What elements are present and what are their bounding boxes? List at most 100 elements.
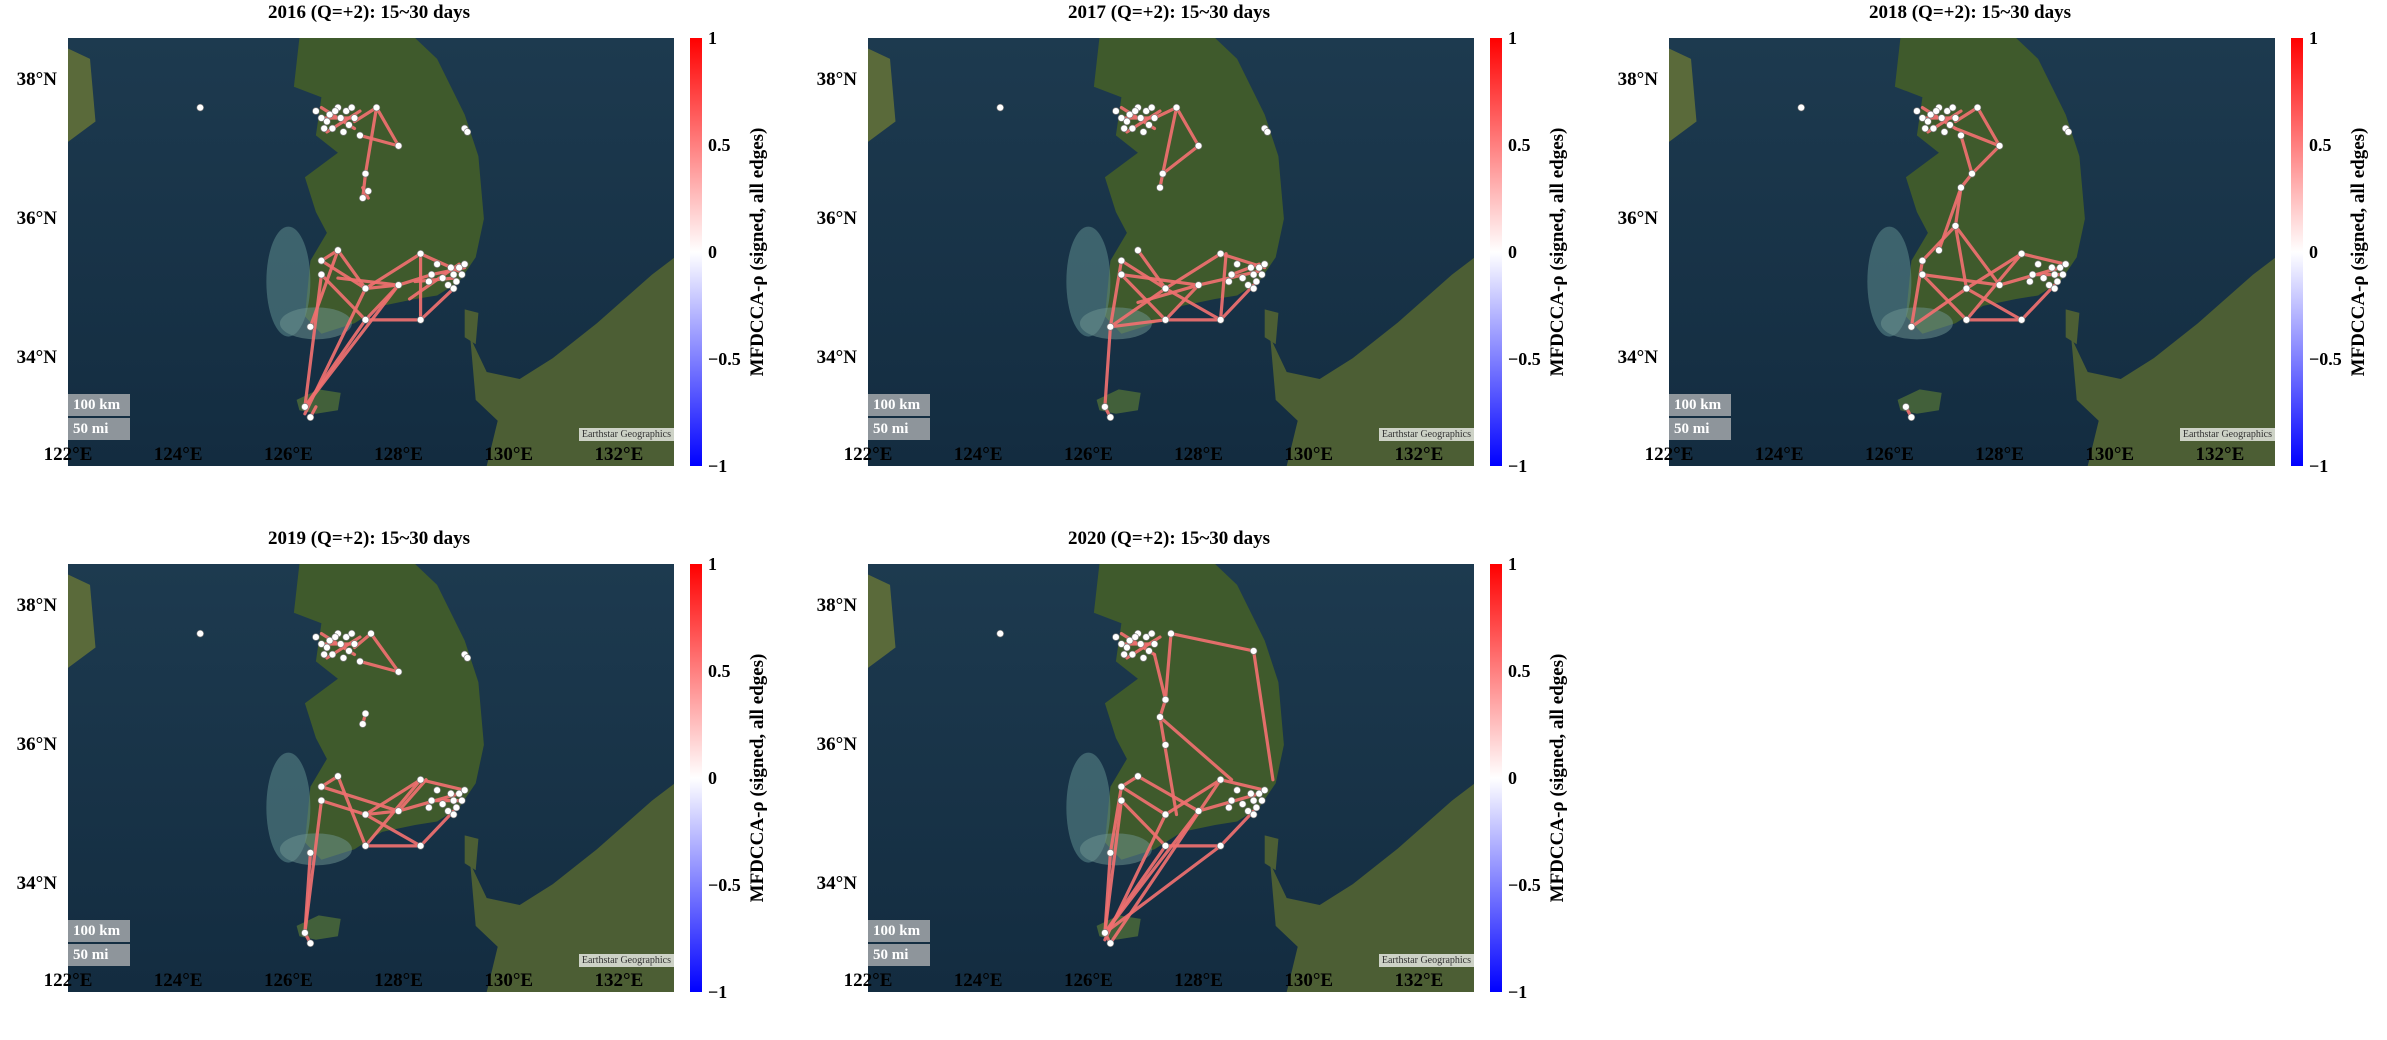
x-tick-label: 130°E xyxy=(484,970,534,991)
station-node xyxy=(1150,640,1159,648)
satellite-basemap xyxy=(68,564,674,992)
station-node xyxy=(1968,170,1976,178)
panel-title: 2016 (Q=+2): 15~30 days xyxy=(267,2,470,23)
y-tick-label: 36°N xyxy=(816,733,857,755)
station-node xyxy=(1926,110,1935,119)
y-tick-label: 38°N xyxy=(1617,68,1658,90)
network-edge xyxy=(1218,283,1256,322)
network-edge xyxy=(1252,649,1275,782)
network-edge xyxy=(1953,126,2002,148)
network-edge xyxy=(352,105,379,124)
scale-bar-mi: 50 mi xyxy=(868,418,930,440)
colorbar-tick: −0.5 xyxy=(708,875,741,895)
colorbar xyxy=(1490,564,1502,992)
network-edge xyxy=(1975,105,2002,148)
network-edge xyxy=(1103,799,1124,935)
station-node xyxy=(1117,782,1126,791)
network-edge xyxy=(1152,652,1168,702)
station-node xyxy=(1995,142,2004,150)
station-node xyxy=(1252,277,1261,286)
colorbar-tick: −0.5 xyxy=(708,349,741,369)
y-tick-label: 34°N xyxy=(16,873,57,895)
network-edge xyxy=(1163,252,1223,291)
station-node xyxy=(1973,103,1982,112)
y-tick-label: 34°N xyxy=(16,347,57,369)
station-node xyxy=(444,281,452,289)
map-panel: 2018 (Q=+2): 15~30 days 100 km 50 mi Ear… xyxy=(1601,2,2381,508)
map-panel: 2017 (Q=+2): 15~30 days 100 km 50 mi Ear… xyxy=(800,2,1580,508)
station-node xyxy=(1918,256,1927,265)
station-node xyxy=(2050,270,2059,279)
station-node xyxy=(361,170,370,178)
network-edge xyxy=(363,809,401,817)
station-node xyxy=(317,796,326,805)
station-node xyxy=(1249,284,1258,293)
station-node xyxy=(416,316,425,324)
station-node xyxy=(1161,741,1170,749)
station-node xyxy=(334,772,342,780)
station-node xyxy=(1106,323,1115,331)
colorbar-label: MFDCCA-ρ (signed, all edges) xyxy=(1547,127,1568,377)
station-node xyxy=(1907,413,1916,421)
land-japan xyxy=(1270,257,1474,466)
y-tick-label: 38°N xyxy=(816,594,857,616)
land-china xyxy=(68,574,96,668)
station-node xyxy=(348,629,356,638)
land-japan xyxy=(1270,783,1474,992)
colorbar-tick: 0 xyxy=(1508,768,1517,788)
network-edge xyxy=(363,778,423,817)
station-node xyxy=(452,803,461,812)
station-node xyxy=(460,786,469,794)
station-node xyxy=(1258,796,1266,805)
colorbar-tick: −1 xyxy=(1508,982,1528,1002)
station-node xyxy=(356,657,364,666)
panel-title: 2019 (Q=+2): 15~30 days xyxy=(267,528,470,549)
station-node xyxy=(1918,114,1927,122)
station-node xyxy=(1161,284,1170,293)
network-edge xyxy=(396,273,434,287)
station-node xyxy=(1117,640,1126,648)
station-node xyxy=(1161,810,1170,819)
station-node xyxy=(1156,183,1164,192)
station-node xyxy=(1139,654,1148,662)
station-node xyxy=(356,131,364,140)
station-node xyxy=(1161,842,1170,850)
network-edge xyxy=(396,778,428,813)
station-node xyxy=(433,260,441,268)
station-node xyxy=(1238,274,1247,282)
x-tick-label: 124°E xyxy=(953,444,1003,465)
station-node xyxy=(1247,263,1255,272)
network-edge xyxy=(1970,144,2002,176)
network-edge xyxy=(363,252,423,291)
network-edges xyxy=(1904,105,2068,419)
scale-bar-km: 100 km xyxy=(68,394,130,416)
y-tick-label: 36°N xyxy=(16,733,57,755)
network-edge xyxy=(1103,809,1201,935)
coastal-shoal xyxy=(266,226,311,337)
network-edge xyxy=(369,631,401,674)
x-tick-label: 124°E xyxy=(153,970,203,991)
station-node xyxy=(1957,183,1965,192)
colorbar-tick: 1 xyxy=(708,554,717,574)
station-node xyxy=(1225,277,1233,286)
land-japan xyxy=(470,783,674,992)
station-node xyxy=(1139,128,1148,136)
station-node xyxy=(452,277,461,286)
map-plot xyxy=(1669,38,2275,466)
station-node xyxy=(342,633,350,641)
station-node xyxy=(463,128,472,136)
x-tick-label: 126°E xyxy=(263,970,313,991)
network-edge xyxy=(418,286,456,322)
station-node xyxy=(325,636,334,645)
station-node xyxy=(1112,633,1120,641)
scale-bar-mi: 50 mi xyxy=(68,418,130,440)
station-nodes xyxy=(1797,103,2073,421)
station-node xyxy=(1227,270,1236,279)
station-node xyxy=(1123,117,1131,126)
station-node xyxy=(320,650,328,659)
land-korea xyxy=(1894,38,2085,334)
network-edge xyxy=(1103,812,1168,942)
station-node xyxy=(455,789,463,798)
network-edge xyxy=(1108,318,1168,329)
colorbar-tick: 0.5 xyxy=(708,661,731,681)
